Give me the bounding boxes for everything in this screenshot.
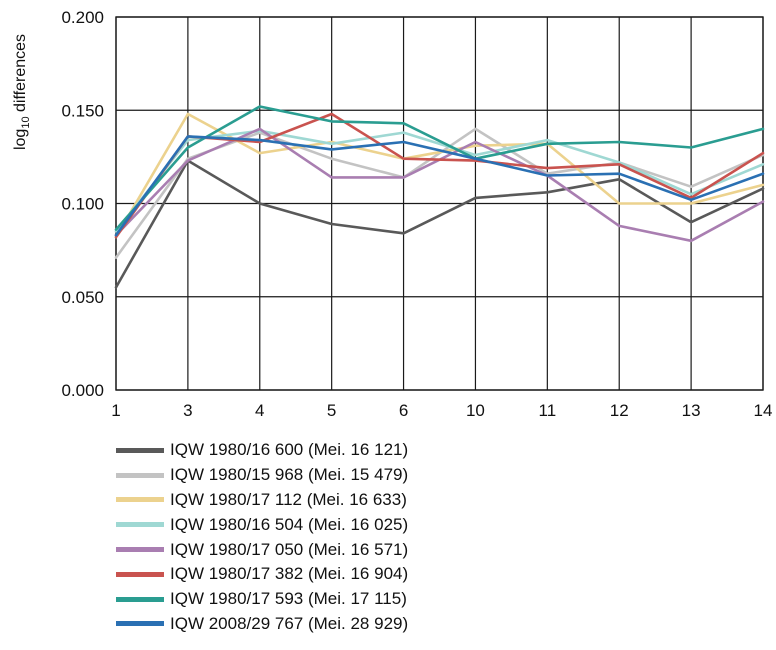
y-axis-label-rest: differences [12, 34, 29, 116]
legend-label: IQW 2008/29 767 (Mei. 28 929) [170, 613, 409, 633]
legend-item: IQW 1980/17 382 (Mei. 16 904) [116, 562, 408, 587]
legend-label: IQW 1980/17 593 (Mei. 17 115) [170, 589, 407, 609]
legend-label: IQW 1980/17 382 (Mei. 16 904) [170, 564, 409, 584]
legend-item: IQW 1980/16 504 (Mei. 16 025) [116, 512, 408, 537]
legend-swatch [116, 571, 164, 577]
series-line-4 [114, 129, 765, 233]
x-tick-label: 5 [327, 401, 336, 420]
legend-item: IQW 1980/17 112 (Mei. 16 633) [116, 488, 408, 513]
legend-label: IQW 1980/16 504 (Mei. 16 025) [170, 514, 409, 534]
x-tick-label: 6 [399, 401, 408, 420]
x-tick-label: 13 [682, 401, 701, 420]
x-tick-label: 1 [111, 401, 120, 420]
x-tick-label: 10 [466, 401, 485, 420]
legend: IQW 1980/16 600 (Mei. 16 121) IQW 1980/15… [116, 438, 408, 636]
series-line-7 [114, 105, 765, 231]
legend-item: IQW 2008/29 767 (Mei. 28 929) [116, 612, 408, 637]
legend-swatch [116, 447, 164, 453]
legend-swatch [116, 547, 164, 553]
legend-item: IQW 1980/16 600 (Mei. 16 121) [116, 438, 408, 463]
legend-swatch [116, 522, 164, 528]
y-axis-label: log10 differences [12, 34, 32, 150]
legend-swatch [116, 596, 164, 602]
legend-swatch [116, 497, 164, 503]
x-tick-label: 11 [539, 401, 557, 420]
x-tick-label: 3 [183, 401, 192, 420]
series-line-3 [114, 112, 765, 239]
series-line-1 [114, 159, 765, 289]
legend-item: IQW 1980/15 968 (Mei. 15 479) [116, 463, 408, 488]
legend-swatch [116, 621, 164, 627]
x-tick-labels: 1 3 4 5 6 10 11 12 13 14 [111, 401, 772, 420]
plot-frame [115, 16, 764, 391]
x-tick-label: 12 [610, 401, 629, 420]
y-tick-label: 0.050 [61, 288, 104, 307]
y-tick-label: 0.200 [61, 8, 104, 27]
legend-swatch [116, 472, 164, 478]
y-axis-label-subscript: 10 [20, 116, 32, 128]
legend-label: IQW 1980/16 600 (Mei. 16 121) [170, 440, 409, 460]
legend-label: IQW 1980/17 050 (Mei. 16 571) [170, 539, 409, 559]
legend-label: IQW 1980/15 968 (Mei. 15 479) [170, 465, 409, 485]
y-tick-label: 0.000 [61, 381, 104, 400]
y-axis-label-main: log [12, 129, 29, 150]
x-tick-label: 4 [255, 401, 264, 420]
legend-item: IQW 1980/17 593 (Mei. 17 115) [116, 587, 408, 612]
y-tick-label: 0.150 [61, 101, 104, 120]
x-tick-label: 14 [754, 401, 773, 420]
y-tick-labels: 0.000 0.050 0.100 0.150 0.200 [61, 8, 104, 400]
legend-item: IQW 1980/17 050 (Mei. 16 571) [116, 537, 408, 562]
legend-label: IQW 1980/17 112 (Mei. 16 633) [170, 489, 407, 509]
series-lines [114, 105, 765, 289]
series-line-8 [114, 135, 765, 237]
y-tick-label: 0.100 [61, 195, 104, 214]
